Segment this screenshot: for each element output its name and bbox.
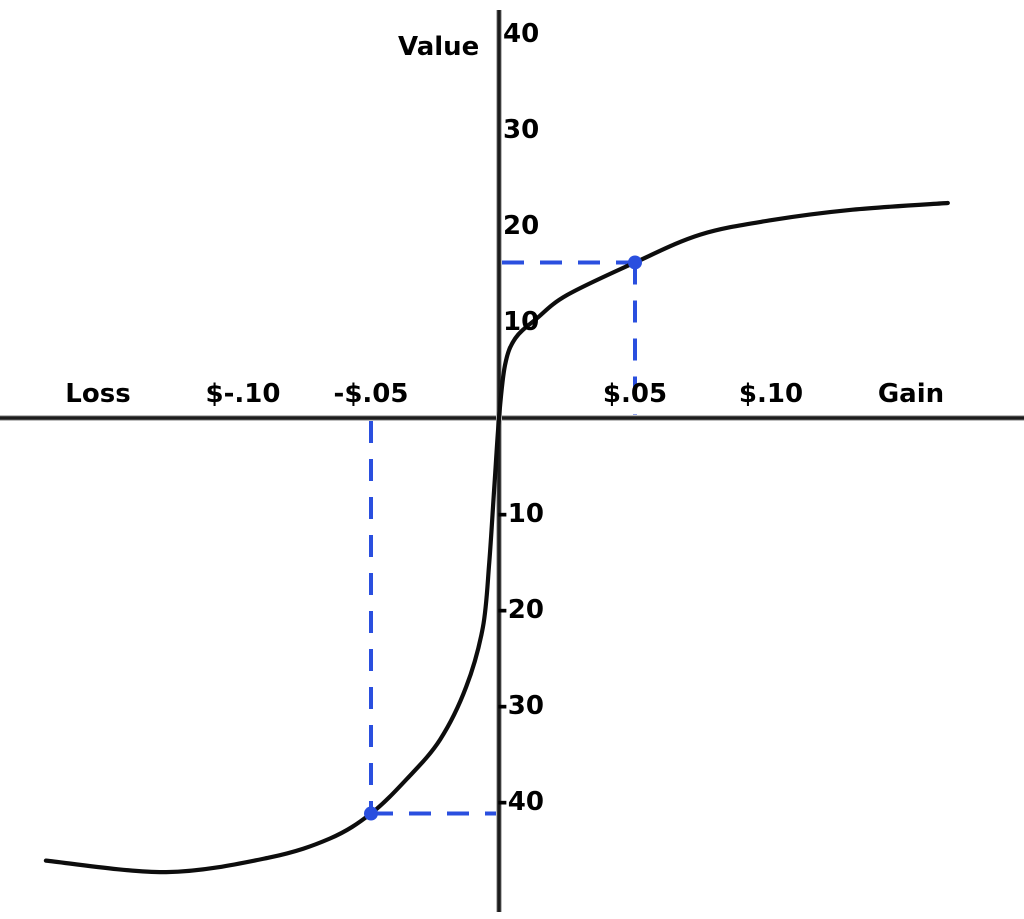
x-tick-label-$.10: $.10 [738, 379, 804, 409]
x-axis-loss-label: Loss [65, 379, 131, 409]
y-tick-label--30: -30 [497, 691, 544, 721]
y-tick-label-40: 40 [503, 19, 540, 49]
y-tick-label--10: -10 [497, 499, 544, 529]
y-tick-label--20: -20 [497, 595, 544, 625]
y-tick-label-10: 10 [503, 307, 540, 337]
y-axis-title: Value [398, 32, 480, 62]
x-axis-gain-label: Gain [877, 379, 945, 409]
x-tick-label-$-.10: $-.10 [205, 379, 281, 409]
y-tick-label-20: 20 [503, 211, 540, 241]
gain-data-point [628, 255, 642, 270]
loss-data-point [364, 806, 378, 821]
x-tick-label-$.05: $.05 [602, 379, 668, 409]
y-tick-label--40: -40 [497, 787, 544, 817]
value-function-curve [43, 200, 950, 875]
x-tick-label--$.05: -$.05 [333, 379, 409, 409]
y-tick-label-30: 30 [503, 115, 540, 145]
